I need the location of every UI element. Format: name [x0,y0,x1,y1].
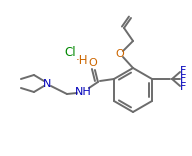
Text: O: O [116,49,124,59]
Text: NH: NH [74,87,91,97]
Text: ·H: ·H [76,54,88,66]
Text: N: N [43,79,51,89]
Text: O: O [89,58,97,68]
Text: F: F [180,82,186,92]
Text: F: F [180,66,186,76]
Text: Cl: Cl [64,46,76,58]
Text: F: F [180,74,186,84]
